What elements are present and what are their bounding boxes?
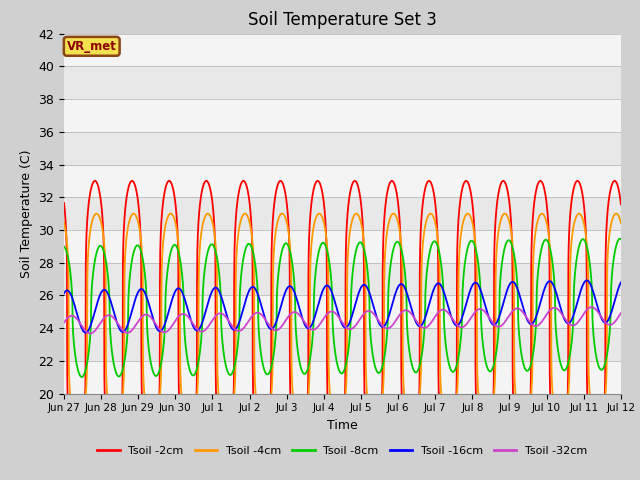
Bar	[64, 295, 621, 328]
Bar	[64, 230, 621, 263]
Legend: Tsoil -2cm, Tsoil -4cm, Tsoil -8cm, Tsoil -16cm, Tsoil -32cm: Tsoil -2cm, Tsoil -4cm, Tsoil -8cm, Tsoi…	[93, 441, 592, 460]
Title: Soil Temperature Set 3: Soil Temperature Set 3	[248, 11, 437, 29]
Y-axis label: Soil Temperature (C): Soil Temperature (C)	[20, 149, 33, 278]
Bar	[64, 99, 621, 132]
Text: VR_met: VR_met	[67, 40, 116, 53]
Bar	[64, 361, 621, 394]
X-axis label: Time: Time	[327, 419, 358, 432]
Bar	[64, 165, 621, 197]
Bar	[64, 34, 621, 66]
